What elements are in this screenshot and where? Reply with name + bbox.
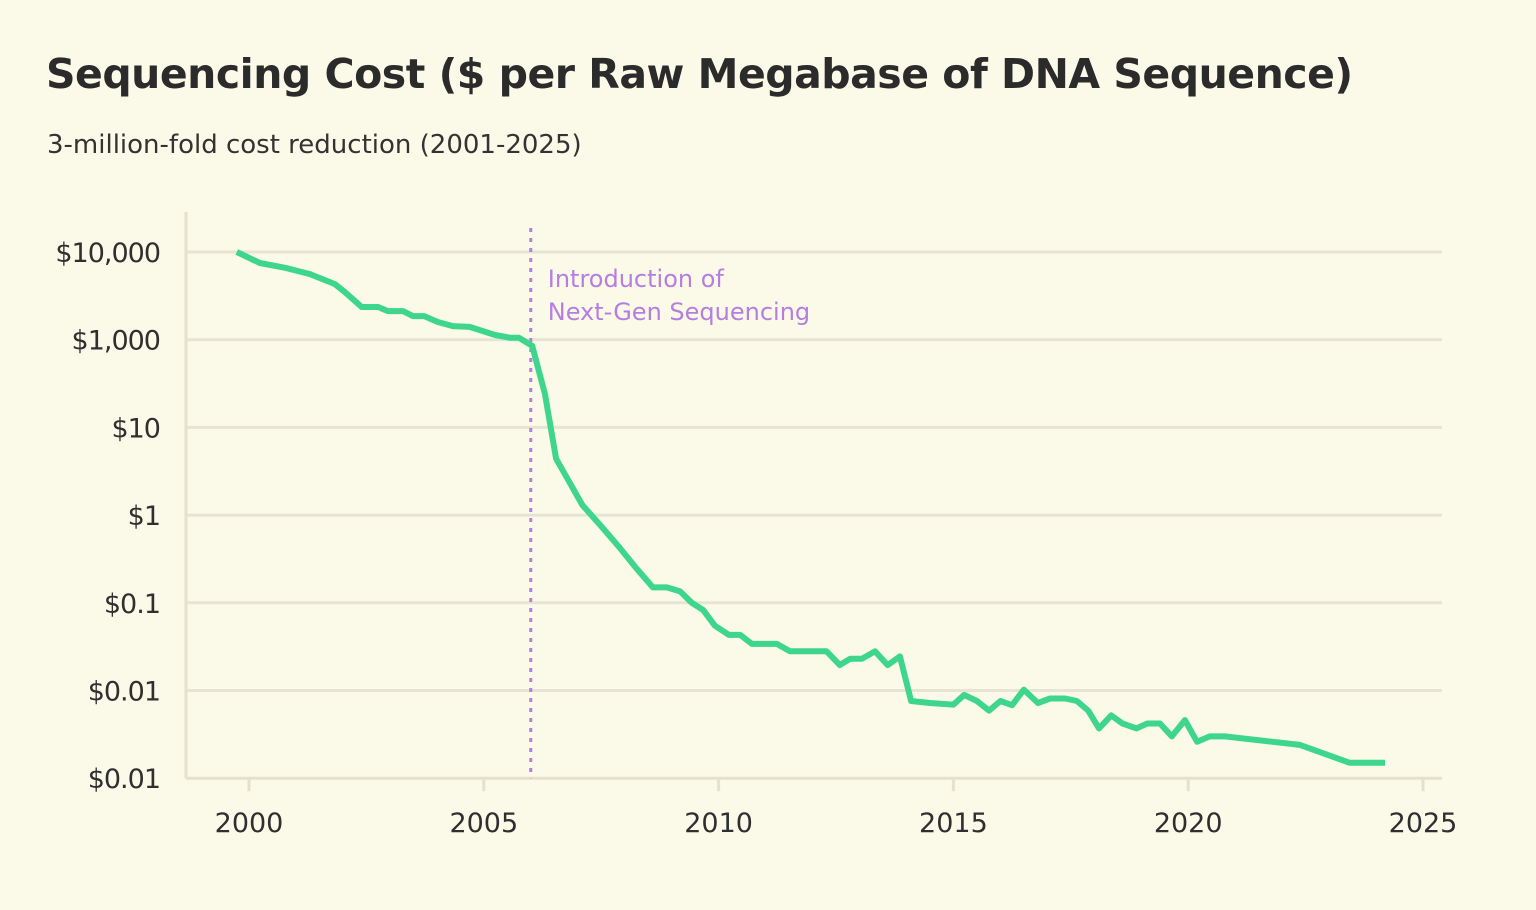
y-tick-label: $0.01 [88,764,160,795]
annotation: Introduction of Next-Gen Sequencing [529,228,810,779]
y-tick-label: $0.1 [104,589,160,620]
series [235,249,1385,766]
y-axis-tick-labels: $10,000 $1,000 $10 $1 $0.1 $0.01 $0.01 [55,238,161,795]
x-tick-label: 2000 [215,808,284,839]
y-tick-label: $0.01 [88,677,160,708]
x-axis-tick-labels: 2000 2005 2010 2015 2020 2025 [215,808,1458,839]
y-tick-label: $1,000 [72,326,160,357]
x-tick-label: 2010 [684,808,753,839]
x-tick-label: 2015 [919,808,988,839]
y-tick-label: $10,000 [55,238,160,269]
y-tick-label: $10 [111,413,160,444]
annotation-line-1: Introduction of [548,265,725,293]
chart-title: Sequencing Cost ($ per Raw Megabase of D… [46,50,1353,98]
x-tick-label: 2020 [1154,808,1223,839]
x-tick-label: 2025 [1389,808,1458,839]
cost-line [235,249,1385,766]
axes [184,212,1442,792]
gridlines [186,250,1442,692]
x-tick-label: 2005 [449,808,518,839]
chart-subtitle: 3-million-fold cost reduction (2001-2025… [47,130,582,160]
annotation-line-2: Next-Gen Sequencing [548,298,810,326]
y-tick-label: $1 [128,501,160,532]
